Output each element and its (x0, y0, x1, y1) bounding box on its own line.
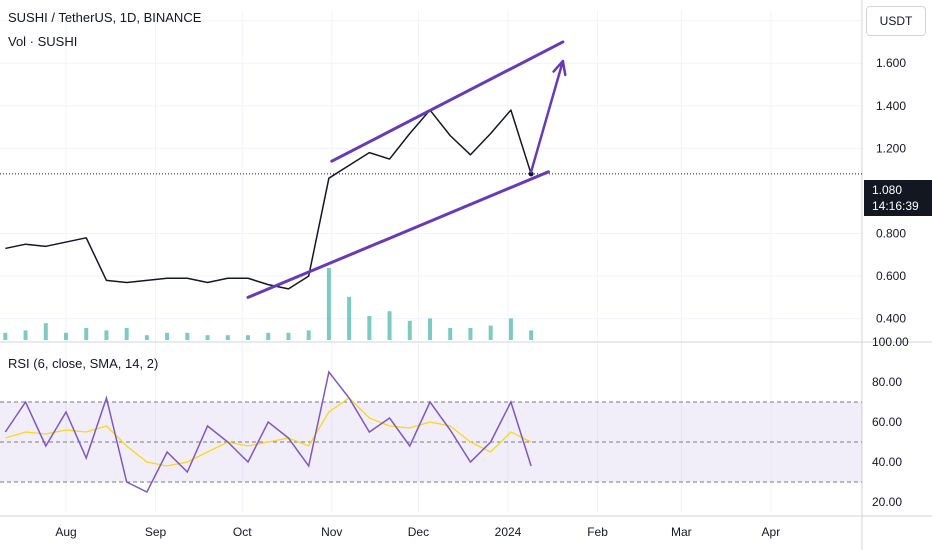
time-tick-label: Mar (671, 525, 692, 539)
currency-label: USDT (879, 14, 913, 28)
channel-upper-line (330, 40, 565, 163)
volume-bar (286, 332, 291, 340)
volume-bar (144, 335, 149, 340)
price-tick-label: 1.600 (876, 56, 906, 70)
rsi-band (0, 401, 862, 483)
forecast-arrow-head (561, 59, 567, 77)
currency-button[interactable]: USDT (866, 6, 926, 36)
forecast-arrow-head (552, 59, 565, 73)
drawing-tools[interactable] (246, 40, 567, 299)
volume-bar (448, 328, 453, 340)
rsi-tick-label: 60.00 (872, 415, 902, 429)
time-tick-label: Oct (233, 525, 252, 539)
volume-bar (185, 332, 190, 340)
volume-bar (529, 330, 534, 340)
time-tick-label: Nov (321, 525, 342, 539)
symbol-title-text: SUSHI / TetherUS, 1D, BINANCE (8, 10, 202, 25)
volume-bar (23, 330, 28, 340)
volume-bar (347, 296, 352, 340)
rsi-series (4, 370, 532, 494)
volume-bar (488, 325, 493, 340)
forecast-arrow (529, 59, 565, 174)
time-tick-label: 2024 (495, 525, 522, 539)
volume-bar (165, 332, 170, 340)
volume-bar (468, 328, 473, 340)
volume-bar (84, 328, 89, 340)
volume-bar (306, 330, 311, 340)
rsi-ma-line (5, 397, 532, 467)
time-tick-label: Sep (145, 525, 167, 539)
volume-bar (508, 318, 513, 340)
volume-bar (266, 332, 271, 340)
time-tick-label: Aug (55, 525, 76, 539)
price-tick-label: 0.800 (876, 227, 906, 241)
rsi-tick-label: 40.00 (872, 455, 902, 469)
symbol-title[interactable]: SUSHI / TetherUS, 1D, BINANCE (8, 10, 201, 25)
volume-bar (3, 332, 8, 340)
volume-bar (104, 330, 109, 340)
time-tick-label: Dec (408, 525, 429, 539)
bar-countdown: 14:16:39 (872, 199, 919, 213)
volume-bar (205, 335, 210, 340)
volume-bar (407, 320, 412, 340)
price-tick-label: 0.400 (876, 312, 906, 326)
time-tick-label: Feb (587, 525, 608, 539)
current-price-badge: 1.080 14:16:39 (864, 180, 932, 216)
price-tick-label: 0.600 (876, 269, 906, 283)
volume-bar (428, 318, 432, 340)
volume-bar (43, 323, 48, 340)
volume-bars (3, 268, 534, 340)
price-line (5, 109, 532, 290)
volume-bar (246, 335, 250, 340)
price-tick-label: 1.200 (876, 141, 906, 155)
rsi-indicator-label-text: RSI (6, close, SMA, 14, 2) (8, 356, 159, 371)
volume-bar (64, 332, 68, 340)
rsi-line (4, 370, 532, 494)
volume-bar (326, 268, 331, 340)
price-tick-label: 1.400 (876, 99, 906, 113)
volume-bar (225, 335, 230, 340)
rsi-indicator-label[interactable]: RSI (6, close, SMA, 14, 2) (8, 356, 158, 371)
volume-bar (367, 316, 372, 340)
rsi-tick-label: 100.00 (872, 335, 909, 349)
volume-bar (387, 311, 392, 340)
time-tick-label: Apr (762, 525, 781, 539)
current-price: 1.080 (872, 183, 903, 197)
volume-bar (124, 328, 129, 340)
volume-indicator-label[interactable]: Vol · SUSHI (8, 34, 77, 49)
rsi-tick-label: 20.00 (872, 495, 902, 509)
price-series (0, 109, 862, 290)
volume-indicator-label-text: Vol · SUSHI (8, 34, 78, 49)
channel-lower-line (246, 170, 550, 299)
rsi-tick-label: 80.00 (872, 375, 902, 389)
